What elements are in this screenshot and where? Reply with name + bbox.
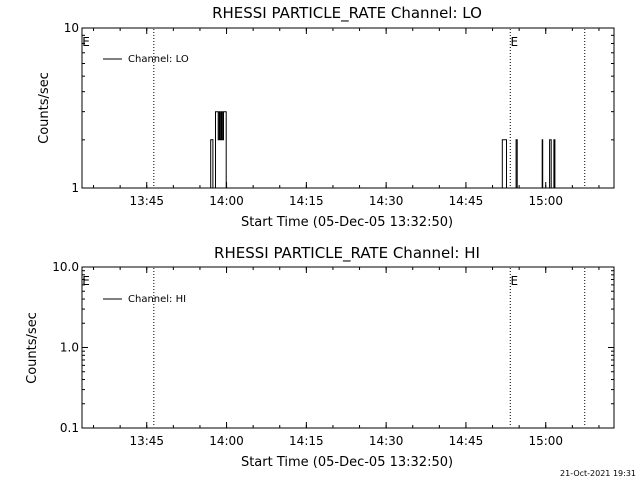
x-tick-label: 14:30	[369, 194, 404, 208]
y-tick-label: 10	[64, 21, 79, 35]
event-marker-label: E	[510, 35, 518, 49]
y-tick-label: 1	[71, 181, 79, 195]
legend-label: Channel: HI	[128, 294, 186, 305]
x-tick-label: 13:45	[129, 194, 164, 208]
event-marker-label: E	[510, 274, 518, 288]
y-tick-label: 0.1	[60, 421, 79, 435]
chart-title: RHESSI PARTICLE_RATE Channel: HI	[214, 244, 480, 263]
timestamp: 21-Oct-2021 19:31	[560, 469, 636, 478]
y-tick-label: 10.0	[52, 260, 79, 274]
y-axis-label: Counts/sec	[37, 72, 52, 144]
chart-title: RHESSI PARTICLE_RATE Channel: LO	[212, 4, 482, 23]
x-axis-label: Start Time (05-Dec-05 13:32:50)	[241, 455, 453, 470]
x-tick-label: 14:45	[449, 194, 484, 208]
x-tick-label: 14:30	[369, 434, 404, 448]
event-marker-label: E	[82, 35, 90, 49]
x-tick-label: 14:00	[209, 434, 244, 448]
panel-hi: RHESSI PARTICLE_RATE Channel: HI Counts/…	[25, 244, 615, 470]
x-axis-label: Start Time (05-Dec-05 13:32:50)	[241, 215, 453, 230]
x-tick-label: 15:00	[528, 194, 563, 208]
x-tick-label: 14:15	[289, 434, 324, 448]
legend-label: Channel: LO	[128, 54, 189, 65]
panel-lo: RHESSI PARTICLE_RATE Channel: LO Counts/…	[37, 4, 615, 230]
event-marker-label: E	[82, 274, 90, 288]
y-axis-label: Counts/sec	[25, 312, 40, 384]
x-tick-label: 14:45	[449, 434, 484, 448]
y-tick-label: 1.0	[60, 341, 79, 355]
series-line	[209, 111, 556, 189]
x-tick-label: 14:15	[289, 194, 324, 208]
x-tick-label: 13:45	[129, 434, 164, 448]
x-tick-label: 14:00	[209, 194, 244, 208]
x-tick-label: 15:00	[528, 434, 563, 448]
plot-frame	[81, 266, 615, 429]
plot-frame	[81, 27, 615, 189]
